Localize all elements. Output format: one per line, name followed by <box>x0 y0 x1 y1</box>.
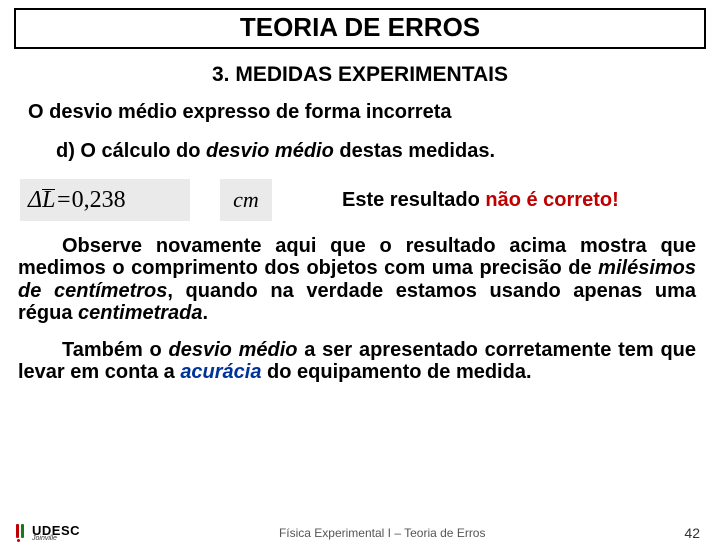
p2-e1: desvio médio <box>169 339 298 361</box>
formula-L: L <box>42 187 55 214</box>
paragraph-2: Também o desvio médio a ser apresentado … <box>18 339 696 384</box>
item-d: d) O cálculo do desvio médio destas medi… <box>56 140 720 163</box>
logo: UDESC Joinville <box>14 524 80 542</box>
topic-heading: O desvio médio expresso de forma incorre… <box>28 101 720 124</box>
formula-eq: = <box>55 187 71 214</box>
paragraph-1: Observe novamente aqui que o resultado a… <box>18 235 696 325</box>
logo-text: UDESC Joinville <box>32 525 80 542</box>
slide-title: TEORIA DE ERROS <box>240 12 480 42</box>
footer: UDESC Joinville Física Experimental I – … <box>0 524 720 542</box>
p2-t3: do equipamento de medida. <box>261 361 531 383</box>
formula-box: ΔL = 0,238 <box>20 179 190 221</box>
result-emph: não é correto! <box>485 189 618 211</box>
p2-t1: Também o <box>62 339 169 361</box>
logo-icon <box>14 524 28 542</box>
p1-t3: . <box>203 302 209 324</box>
p1-e2: centimetrada <box>78 302 203 324</box>
p2-e2: acurácia <box>180 361 261 383</box>
title-bar: TEORIA DE ERROS <box>14 8 706 49</box>
formula-row: ΔL = 0,238 cm Este resultado não é corre… <box>20 179 720 221</box>
formula-delta: Δ <box>28 187 42 214</box>
item-d-prefix: d) O cálculo do <box>56 140 206 162</box>
item-d-emph: desvio médio <box>206 140 334 162</box>
result-prefix: Este resultado <box>342 189 485 211</box>
formula-value: 0,238 <box>72 187 126 214</box>
item-d-suffix: destas medidas. <box>334 140 495 162</box>
section-subtitle: 3. MEDIDAS EXPERIMENTAIS <box>0 63 720 87</box>
p1-t1: Observe novamente aqui que o resultado a… <box>18 235 696 279</box>
footer-center: Física Experimental I – Teoria de Erros <box>80 526 684 540</box>
page-number: 42 <box>684 525 700 541</box>
formula-unit: cm <box>220 179 272 221</box>
logo-big: UDESC <box>32 525 80 536</box>
result-text: Este resultado não é correto! <box>306 189 696 212</box>
